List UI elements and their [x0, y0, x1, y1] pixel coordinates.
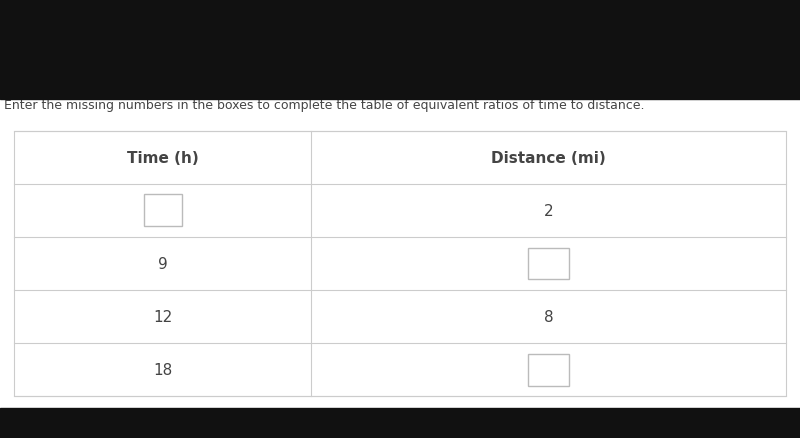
Text: Time (h): Time (h) — [127, 150, 198, 166]
Bar — [0, 408, 800, 438]
Bar — [144, 195, 182, 227]
Text: 2: 2 — [544, 203, 554, 219]
Text: 8: 8 — [544, 309, 554, 325]
Text: 12: 12 — [154, 309, 173, 325]
Bar — [528, 354, 570, 386]
Bar — [14, 131, 786, 396]
Text: 9: 9 — [158, 256, 168, 272]
Text: Enter the missing numbers in the boxes to complete the table of equivalent ratio: Enter the missing numbers in the boxes t… — [4, 99, 645, 112]
Text: Distance (mi): Distance (mi) — [491, 150, 606, 166]
Text: 18: 18 — [154, 362, 173, 378]
Bar — [528, 248, 570, 280]
Bar — [0, 0, 800, 100]
